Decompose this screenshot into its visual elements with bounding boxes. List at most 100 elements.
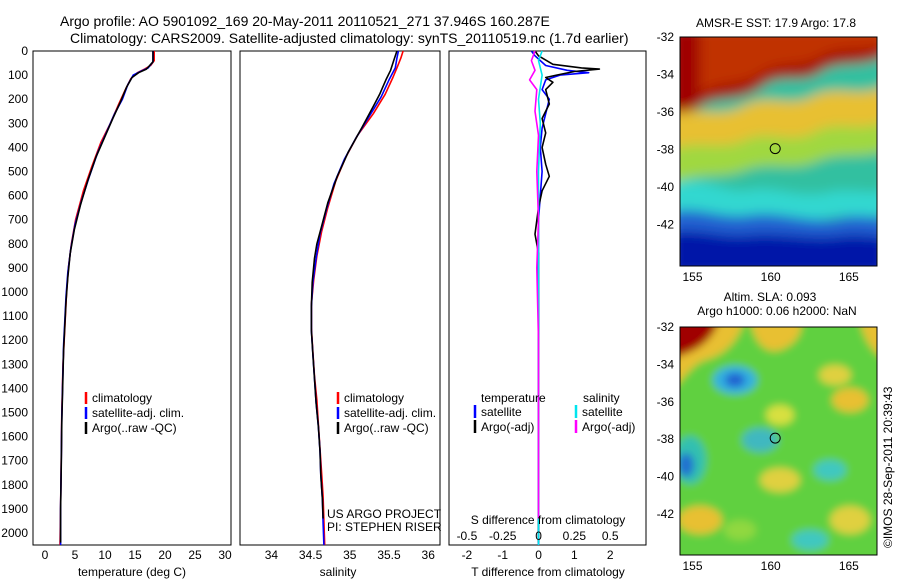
legend-temperature-title: temperature [481,391,546,405]
depth-tick-label: 700 [8,213,28,227]
lon-tick-label: 165 [839,270,859,284]
x-tick-label: 34.5 [299,548,323,562]
series-line-climatology [59,51,155,546]
legend-argo-label: Argo(..raw -QC) [92,421,177,435]
s-difference-tick-label: 0.25 [563,529,587,543]
difference-series [528,50,601,545]
sst-argo-marker [769,143,781,155]
sla-lat-tick-labels: -32 -34 -36 -38 -40 -42 [657,320,675,521]
salinity-legend: climatology satellite-adj. clim. Argo(..… [336,391,436,435]
t-difference-label: T difference from climatology [471,565,625,579]
sla-map-title: Altim. SLA: 0.093 [724,290,817,304]
series-line-s-argo-adj [528,50,540,519]
salinity-tick-labels: 34 34.5 35 35.5 36 [265,548,436,562]
sst-heatmap [680,37,877,266]
sla-map-panel: Altim. SLA: 0.093 Argo h1000: 0.06 h2000… [657,290,878,573]
t-difference-tick-labels: -2 -1 0 1 2 [462,548,614,562]
sst-lon-tick-labels: 155 160 165 [682,270,859,284]
sla-map-subtitle: Argo h1000: 0.06 h2000: NaN [697,304,856,318]
depth-tick-labels: 0 100 200 300 400 500 600 700 800 900 1000 1100 1200… [1,44,28,540]
lat-tick-label: -34 [657,357,675,371]
legend-argo-label: Argo(..raw -QC) [344,421,429,435]
x-tick-label: 34 [265,548,279,562]
s-difference-tick-labels: -0.5 -0.25 0 0.25 0.5 [457,529,619,543]
difference-legend: temperature satellite Argo(-adj) salinit… [473,391,635,434]
sst-map-frame [679,36,878,267]
lat-tick-label: -40 [657,470,675,484]
legend-climatology-label: climatology [92,391,152,405]
legend-t-satellite-label: satellite [481,405,522,419]
sst-lat-tick-labels: -32 -34 -36 -38 -40 -42 [657,30,675,232]
x-tick-label: 36 [422,548,436,562]
depth-tick-label: 200 [8,92,28,106]
depth-tick-label: 0 [21,44,28,58]
lon-tick-label: 160 [761,559,781,573]
depth-tick-label: 500 [8,164,28,178]
project-label: US ARGO PROJECT [327,507,442,521]
depth-tick-label: 1200 [1,333,28,347]
x-tick-label: 0 [42,548,49,562]
lat-tick-label: -32 [657,320,675,334]
series-line-climatology [310,50,404,546]
lat-tick-label: -42 [657,507,675,521]
lat-tick-label: -36 [657,395,675,409]
depth-tick-label: 100 [8,68,28,82]
temperature-tick-labels: 0 5 10 15 20 25 30 [42,548,232,562]
legend-s-satellite-label: satellite [582,405,623,419]
depth-tick-label: 1000 [1,285,28,299]
salinity-axes-box [239,50,441,546]
header-line-1: Argo profile: AO 5901092_169 20-May-2011… [60,13,550,29]
series-line-argo-raw-qc [310,50,398,519]
depth-tick-label: 1400 [1,381,28,395]
depth-tick-label: 800 [8,237,28,251]
temperature-panel: 0100200300400500600700800900100011001200… [1,44,232,579]
x-tick-label: 30 [218,548,232,562]
lat-tick-label: -40 [657,180,675,194]
lon-tick-label: 155 [682,559,702,573]
legend-salinity-title: salinity [583,391,620,405]
imos-credit: ©IMOS 28-Sep-2011 20:39:43 [881,386,895,548]
temperature-x-label: temperature (deg C) [78,565,186,579]
depth-tick-label: 1800 [1,478,28,492]
x-tick-label: 0 [535,548,542,562]
legend-satellite-label: satellite-adj. clim. [344,406,436,420]
series-line-satellite-adj-clim [310,50,400,546]
pi-label: PI: STEPHEN RISER [327,520,442,534]
depth-tick-label: 900 [8,261,28,275]
temperature-axes-box [32,50,232,546]
s-difference-tick-label: -0.5 [457,529,478,543]
s-difference-tick-label: -0.25 [489,529,517,543]
sla-map-frame [679,326,878,556]
lat-tick-label: -34 [657,68,675,82]
depth-tick-label: 400 [8,140,28,154]
depth-tick-label: 1100 [2,309,28,323]
lat-tick-label: -38 [657,143,675,157]
legend-climatology-label: climatology [344,391,404,405]
x-tick-label: 2 [607,548,614,562]
sla-argo-marker [769,432,781,444]
legend-t-argo-label: Argo(-adj) [481,420,534,434]
sst-map-title: AMSR-E SST: 17.9 Argo: 17.8 [696,16,856,30]
salinity-series [310,50,404,546]
sst-map-panel: AMSR-E SST: 17.9 Argo: 17.8 -32 -34 -36 -38… [657,16,878,284]
depth-tick-label: 1300 [1,357,28,371]
depth-tick-label: 300 [8,116,28,130]
salinity-panel: 34 34.5 35 35.5 36 climatology satellite-adj… [239,50,442,579]
sla-heatmap [680,327,877,555]
depth-tick-label: 2000 [1,526,28,540]
depth-tick-label: 1900 [1,502,28,516]
s-difference-tick-label: 0.5 [602,529,619,543]
sla-lon-tick-labels: 155 160 165 [682,559,859,573]
series-line-satellite-adj-clim [59,51,154,545]
legend-satellite-label: satellite-adj. clim. [92,406,184,420]
lon-tick-label: 160 [761,270,781,284]
x-tick-label: 35 [343,548,357,562]
depth-tick-label: 1500 [1,405,28,419]
depth-tick-label: 1600 [1,430,28,444]
salinity-x-label: salinity [320,565,357,579]
legend-s-argo-label: Argo(-adj) [582,420,635,434]
x-tick-label: 25 [188,548,202,562]
temperature-legend: climatology satellite-adj. clim. Argo(..… [84,391,184,435]
temperature-series [59,51,155,546]
depth-tick-label: 1700 [1,454,28,468]
